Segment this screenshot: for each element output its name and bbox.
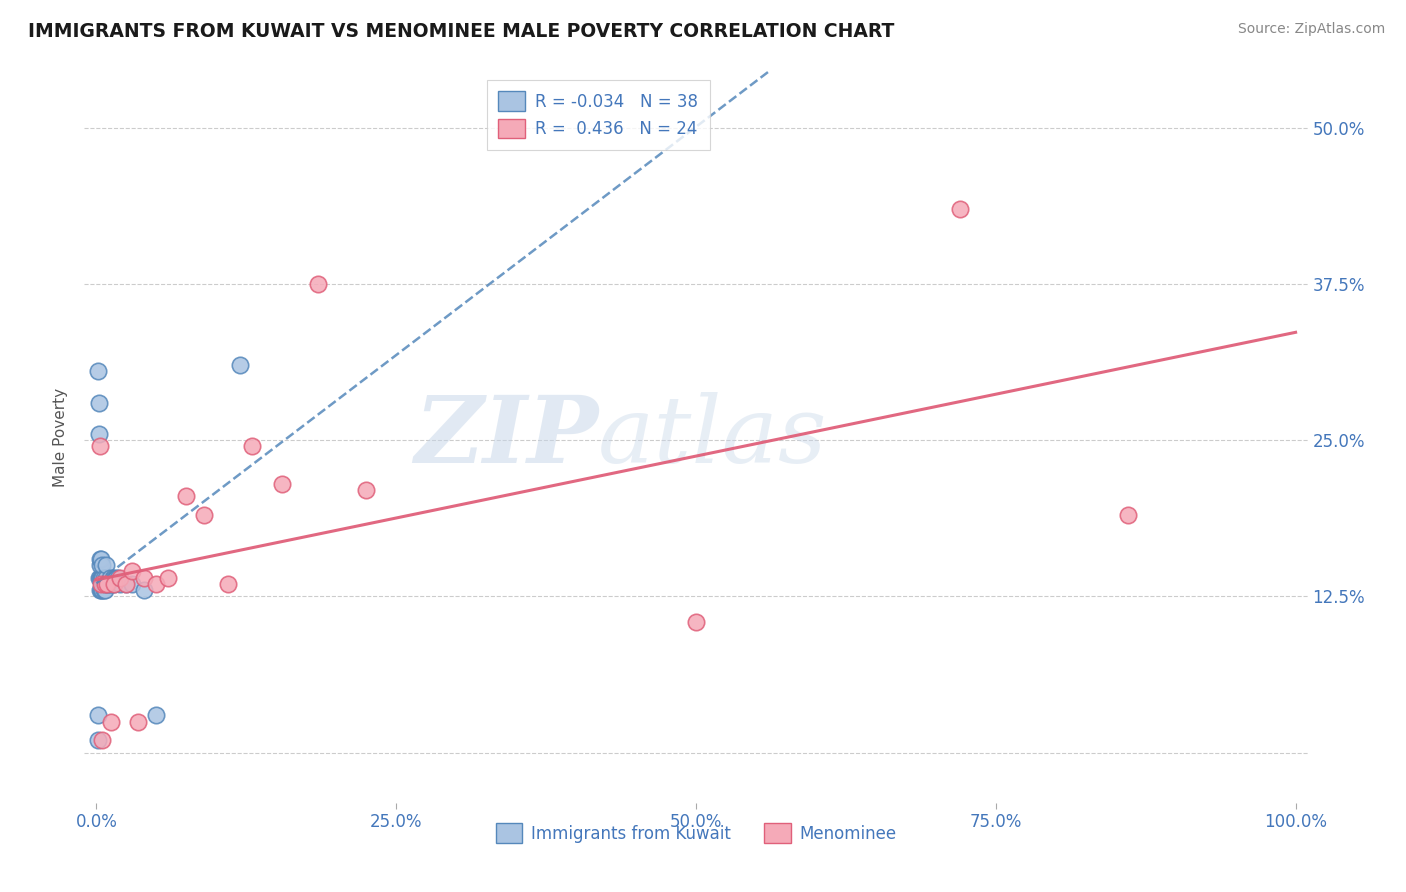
Point	[949, 202, 972, 216]
Point	[86, 708, 108, 723]
Point	[86, 733, 108, 747]
Point	[91, 583, 114, 598]
Text: IMMIGRANTS FROM KUWAIT VS MENOMINEE MALE POVERTY CORRELATION CHART: IMMIGRANTS FROM KUWAIT VS MENOMINEE MALE…	[28, 22, 894, 41]
Point	[86, 364, 108, 378]
Point	[193, 508, 215, 523]
Point	[89, 552, 111, 566]
Point	[98, 571, 121, 585]
Point	[110, 571, 132, 585]
Point	[103, 577, 125, 591]
Point	[101, 571, 124, 585]
Point	[145, 708, 167, 723]
Point	[91, 571, 114, 585]
Point	[101, 577, 124, 591]
Point	[91, 558, 114, 573]
Point	[91, 733, 114, 747]
Point	[145, 577, 167, 591]
Point	[90, 577, 112, 591]
Point	[121, 565, 143, 579]
Point	[87, 571, 110, 585]
Point	[100, 577, 122, 591]
Point	[94, 571, 117, 585]
Point	[96, 577, 118, 591]
Point	[107, 571, 129, 585]
Point	[115, 577, 138, 591]
Point	[90, 571, 112, 585]
Point	[87, 395, 110, 409]
Point	[104, 571, 127, 585]
Point	[93, 583, 115, 598]
Point	[115, 577, 138, 591]
Point	[93, 577, 117, 591]
Point	[103, 577, 125, 591]
Point	[93, 571, 115, 585]
Point	[93, 577, 117, 591]
Point	[240, 440, 263, 454]
Point	[97, 577, 120, 591]
Point	[89, 558, 111, 573]
Point	[127, 714, 149, 729]
Point	[134, 583, 156, 598]
Point	[229, 358, 252, 372]
Point	[89, 440, 111, 454]
Point	[90, 583, 112, 598]
Text: ZIP: ZIP	[413, 392, 598, 482]
Point	[157, 571, 180, 585]
Point	[174, 490, 197, 504]
Point	[217, 577, 239, 591]
Point	[685, 615, 707, 629]
Point	[93, 583, 117, 598]
Point	[90, 552, 112, 566]
Point	[96, 577, 118, 591]
Point	[1116, 508, 1139, 523]
Point	[91, 571, 114, 585]
Text: atlas: atlas	[598, 392, 828, 482]
Point	[121, 577, 143, 591]
Point	[354, 483, 377, 498]
Point	[271, 477, 294, 491]
Text: Source: ZipAtlas.com: Source: ZipAtlas.com	[1237, 22, 1385, 37]
Point	[134, 571, 156, 585]
Point	[100, 714, 122, 729]
Point	[110, 577, 132, 591]
Point	[89, 583, 111, 598]
Y-axis label: Male Poverty: Male Poverty	[53, 387, 69, 487]
Point	[87, 426, 110, 441]
Legend: Immigrants from Kuwait, Menominee: Immigrants from Kuwait, Menominee	[489, 817, 903, 849]
Point	[89, 571, 111, 585]
Point	[94, 558, 117, 573]
Point	[307, 277, 329, 291]
